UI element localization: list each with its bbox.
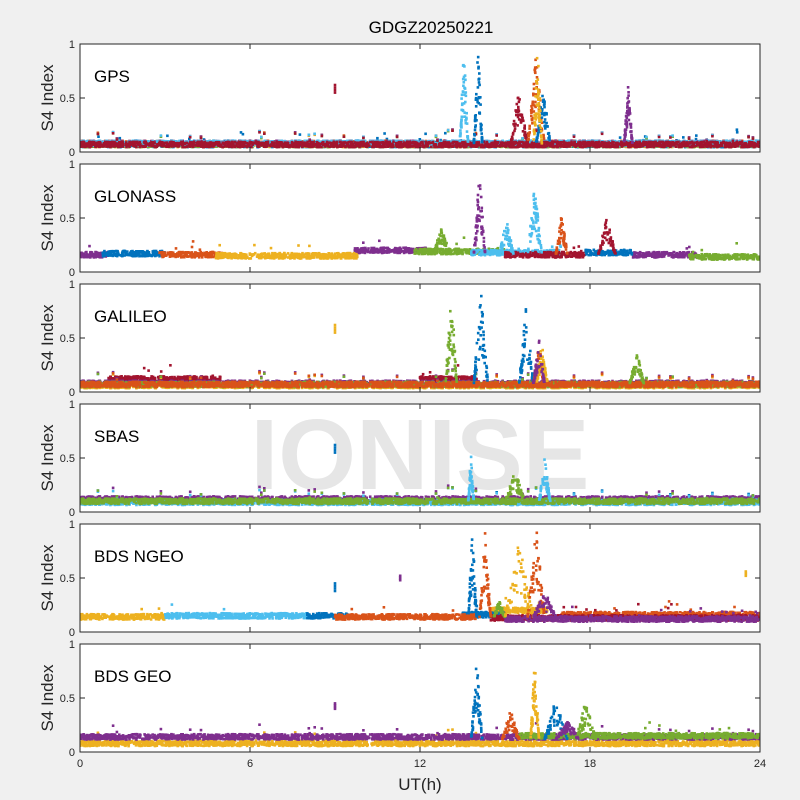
series-0-point xyxy=(188,137,191,141)
series-0-point xyxy=(118,136,122,140)
series-0-point xyxy=(618,136,622,139)
series-0-point xyxy=(424,132,427,136)
axes-background xyxy=(80,44,760,152)
series-0-point xyxy=(735,131,739,134)
data-points xyxy=(80,55,760,149)
series-0-point xyxy=(376,136,379,140)
series-0-point xyxy=(694,137,698,141)
series-0-point xyxy=(383,132,386,135)
series-0-point xyxy=(695,134,698,137)
series-0-point xyxy=(735,128,739,131)
figure-title: GDGZ20250221 xyxy=(369,18,494,37)
series-0-point xyxy=(439,138,442,142)
series-0-point xyxy=(239,131,243,134)
series-0-point xyxy=(444,131,447,135)
series-0-point xyxy=(298,133,302,136)
series-0-point xyxy=(97,135,100,138)
series-0-point xyxy=(241,132,245,136)
series-0-point xyxy=(166,134,169,138)
series-0-point xyxy=(202,138,206,141)
series-0-point xyxy=(682,136,685,139)
series-0-point xyxy=(385,137,389,141)
series-0-point xyxy=(418,138,422,141)
